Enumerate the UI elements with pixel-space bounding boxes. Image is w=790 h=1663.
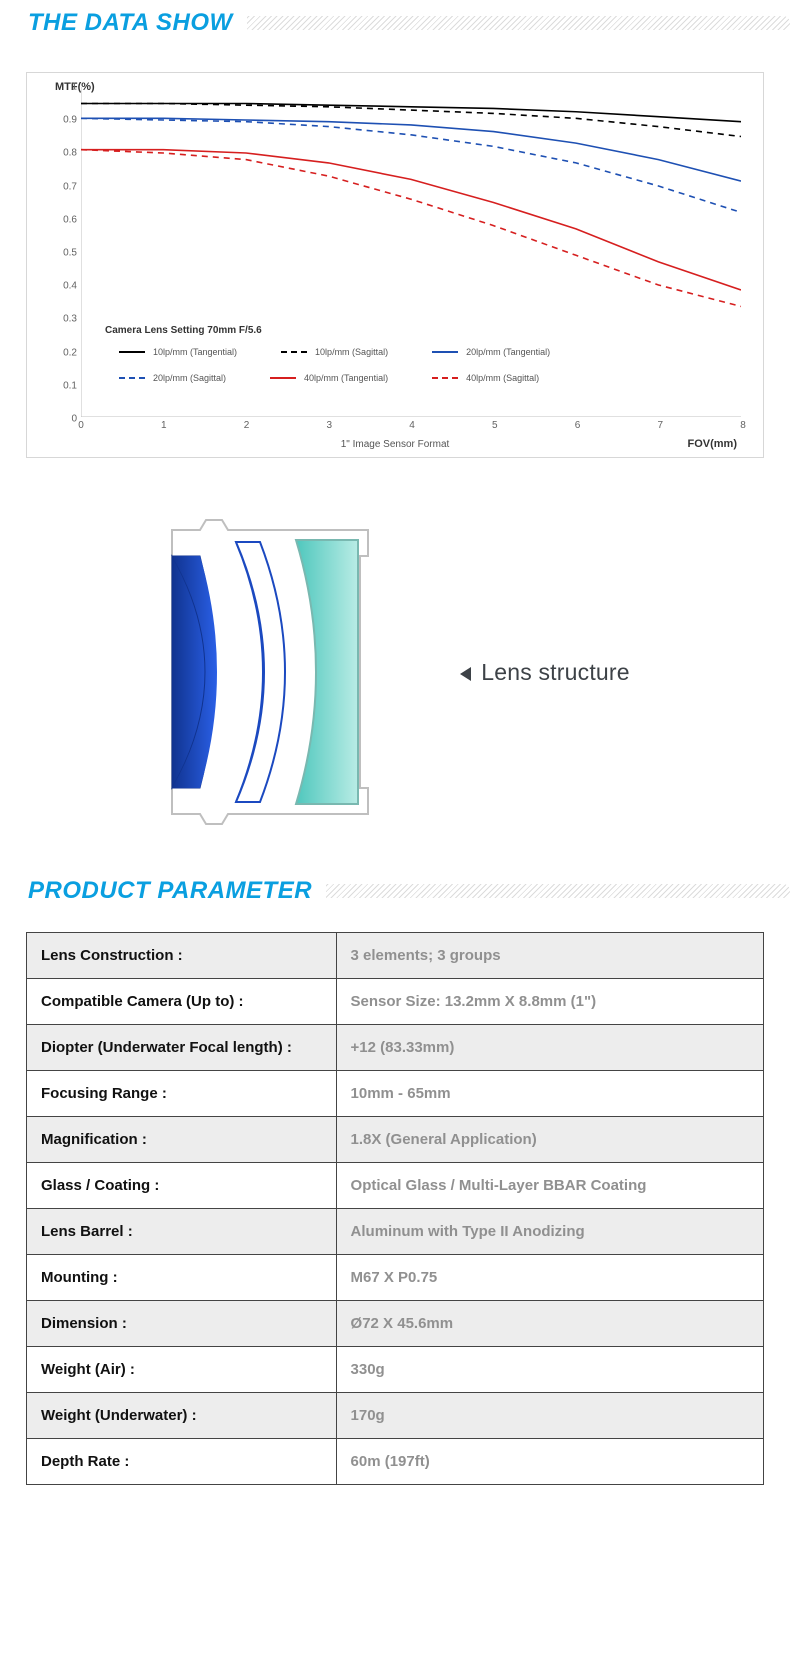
x-tick-label: 7 <box>657 420 663 431</box>
chart-x-right-label: FOV(mm) <box>688 438 738 450</box>
table-row: Focusing Range :10mm - 65mm <box>27 1071 764 1117</box>
y-tick-label: 0.2 <box>59 347 77 358</box>
section-title-data-show: THE DATA SHOW <box>0 9 247 37</box>
table-row: Weight (Air) :330g <box>27 1347 764 1393</box>
param-key: Weight (Air) : <box>27 1347 337 1393</box>
lens-structure-label: Lens structure <box>481 659 630 685</box>
legend-item: 20lp/mm (Tangential) <box>432 347 550 357</box>
param-value: 10mm - 65mm <box>336 1071 763 1117</box>
legend-swatch <box>281 351 307 353</box>
param-key: Depth Rate : <box>27 1439 337 1485</box>
param-value: 170g <box>336 1393 763 1439</box>
y-tick-label: 0.4 <box>59 281 77 292</box>
y-tick-label: 0.5 <box>59 248 77 259</box>
param-value: Ø72 X 45.6mm <box>336 1301 763 1347</box>
lens-structure-row: Lens structure <box>0 488 790 868</box>
x-tick-label: 6 <box>575 420 581 431</box>
table-row: Diopter (Underwater Focal length) :+12 (… <box>27 1025 764 1071</box>
legend-swatch <box>432 351 458 353</box>
x-tick-label: 5 <box>492 420 498 431</box>
table-row: Dimension :Ø72 X 45.6mm <box>27 1301 764 1347</box>
param-key: Diopter (Underwater Focal length) : <box>27 1025 337 1071</box>
param-key: Lens Barrel : <box>27 1209 337 1255</box>
mtf-plot-svg <box>81 87 741 417</box>
param-key: Compatible Camera (Up to) : <box>27 979 337 1025</box>
legend-swatch <box>119 351 145 353</box>
y-tick-label: 0.8 <box>59 148 77 159</box>
x-tick-label: 8 <box>740 420 746 431</box>
param-key: Weight (Underwater) : <box>27 1393 337 1439</box>
table-row: Magnification :1.8X (General Application… <box>27 1117 764 1163</box>
param-key: Magnification : <box>27 1117 337 1163</box>
section-header-data-show: THE DATA SHOW <box>0 0 790 46</box>
y-tick-label: 0.6 <box>59 214 77 225</box>
y-tick-label: 0.3 <box>59 314 77 325</box>
x-tick-label: 4 <box>409 420 415 431</box>
header-hatch <box>247 16 790 30</box>
table-row: Depth Rate :60m (197ft) <box>27 1439 764 1485</box>
param-value: M67 X P0.75 <box>336 1255 763 1301</box>
lens-structure-diagram <box>160 512 380 832</box>
parameter-table: Lens Construction :3 elements; 3 groupsC… <box>26 932 764 1485</box>
chart-legend-title: Camera Lens Setting 70mm F/5.6 <box>105 325 262 336</box>
y-tick-label: 1 <box>59 82 77 93</box>
param-value: Optical Glass / Multi-Layer BBAR Coating <box>336 1163 763 1209</box>
legend-item: 10lp/mm (Sagittal) <box>281 347 388 357</box>
param-value: +12 (83.33mm) <box>336 1025 763 1071</box>
param-value: Aluminum with Type II Anodizing <box>336 1209 763 1255</box>
mtf-chart-wrap: MTF(%) 1" Image Sensor Format FOV(mm) Ca… <box>0 46 790 488</box>
table-row: Lens Construction :3 elements; 3 groups <box>27 933 764 979</box>
x-tick-label: 0 <box>78 420 84 431</box>
chart-x-caption: 1" Image Sensor Format <box>27 439 763 450</box>
legend-label: 20lp/mm (Sagittal) <box>153 373 226 383</box>
legend-label: 20lp/mm (Tangential) <box>466 347 550 357</box>
y-tick-label: 0.1 <box>59 380 77 391</box>
table-row: Compatible Camera (Up to) :Sensor Size: … <box>27 979 764 1025</box>
param-key: Glass / Coating : <box>27 1163 337 1209</box>
param-key: Mounting : <box>27 1255 337 1301</box>
legend-item: 10lp/mm (Tangential) <box>119 347 237 357</box>
legend-item: 40lp/mm (Tangential) <box>270 373 388 383</box>
y-tick-label: 0.9 <box>59 115 77 126</box>
table-row: Lens Barrel :Aluminum with Type II Anodi… <box>27 1209 764 1255</box>
legend-swatch <box>119 377 145 379</box>
header-hatch <box>326 884 790 898</box>
section-title-product-parameter: PRODUCT PARAMETER <box>0 877 326 905</box>
param-value: 330g <box>336 1347 763 1393</box>
legend-label: 40lp/mm (Sagittal) <box>466 373 539 383</box>
x-tick-label: 2 <box>244 420 250 431</box>
legend-label: 10lp/mm (Tangential) <box>153 347 237 357</box>
x-tick-label: 1 <box>161 420 167 431</box>
legend-swatch <box>270 377 296 379</box>
param-value: 1.8X (General Application) <box>336 1117 763 1163</box>
lens-structure-label-wrap: Lens structure <box>460 659 630 686</box>
param-key: Lens Construction : <box>27 933 337 979</box>
y-tick-label: 0 <box>59 414 77 425</box>
legend-swatch <box>432 377 458 379</box>
x-tick-label: 3 <box>326 420 332 431</box>
chart-legend-row1: 10lp/mm (Tangential) 10lp/mm (Sagittal) 20… <box>119 347 550 357</box>
param-key: Dimension : <box>27 1301 337 1347</box>
chart-legend-row2: 20lp/mm (Sagittal) 40lp/mm (Tangential) 40… <box>119 373 539 383</box>
table-row: Mounting :M67 X P0.75 <box>27 1255 764 1301</box>
table-row: Weight (Underwater) :170g <box>27 1393 764 1439</box>
param-value: 3 elements; 3 groups <box>336 933 763 979</box>
chart-plot-area <box>81 87 741 417</box>
legend-item: 40lp/mm (Sagittal) <box>432 373 539 383</box>
section-header-product-parameter: PRODUCT PARAMETER <box>0 868 790 914</box>
legend-label: 40lp/mm (Tangential) <box>304 373 388 383</box>
param-key: Focusing Range : <box>27 1071 337 1117</box>
legend-label: 10lp/mm (Sagittal) <box>315 347 388 357</box>
param-value: Sensor Size: 13.2mm X 8.8mm (1") <box>336 979 763 1025</box>
mtf-chart-box: MTF(%) 1" Image Sensor Format FOV(mm) Ca… <box>26 72 764 458</box>
y-tick-label: 0.7 <box>59 181 77 192</box>
legend-item: 20lp/mm (Sagittal) <box>119 373 226 383</box>
lens-element-3 <box>296 540 358 804</box>
triangle-left-icon <box>460 667 471 681</box>
parameter-table-wrap: Lens Construction :3 elements; 3 groupsC… <box>0 914 790 1525</box>
table-row: Glass / Coating :Optical Glass / Multi-L… <box>27 1163 764 1209</box>
param-value: 60m (197ft) <box>336 1439 763 1485</box>
